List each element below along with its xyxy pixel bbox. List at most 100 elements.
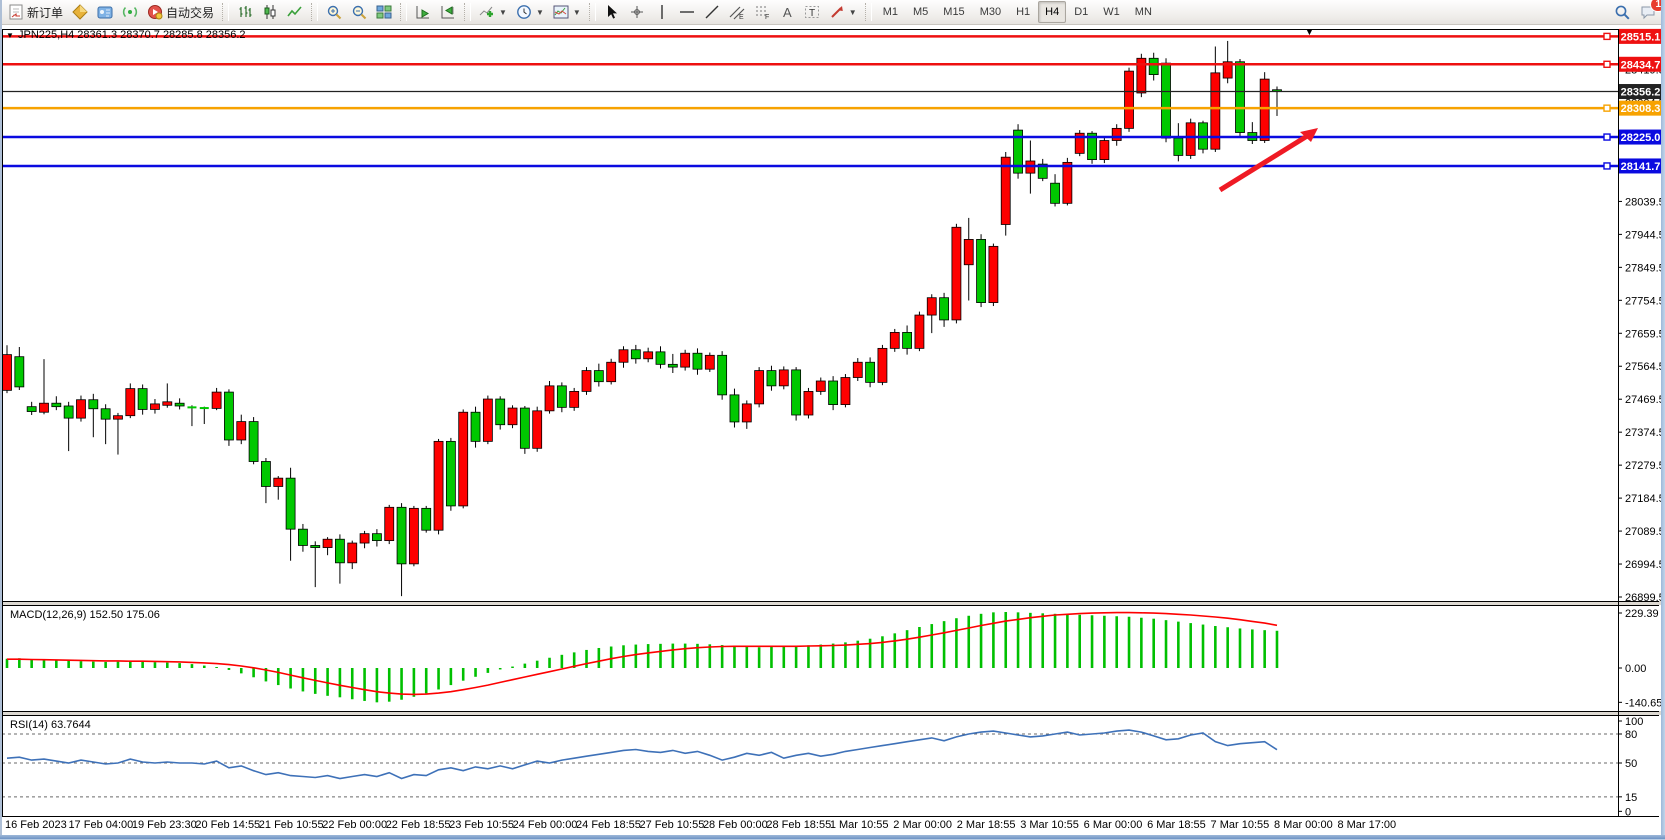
text-label-button[interactable]: T [800, 1, 824, 24]
candles-icon [262, 4, 278, 20]
svg-text:27374.5: 27374.5 [1625, 427, 1661, 439]
cursor-icon [604, 4, 620, 20]
svg-text:26994.5: 26994.5 [1625, 559, 1661, 571]
timeframe-m5[interactable]: M5 [906, 1, 935, 23]
new-order-button[interactable]: 新订单 [4, 1, 67, 24]
svg-text:22 Feb 00:00: 22 Feb 00:00 [322, 819, 387, 831]
svg-text:2 Mar 00:00: 2 Mar 00:00 [893, 819, 952, 831]
vline-icon [654, 4, 670, 20]
zoom-out-button[interactable] [347, 1, 371, 24]
timeframe-m30[interactable]: M30 [973, 1, 1008, 23]
svg-text:T: T [809, 8, 815, 19]
vertical-line-button[interactable] [650, 1, 674, 24]
svg-text:100: 100 [1625, 716, 1643, 728]
tile-windows-button[interactable] [372, 1, 396, 24]
candlestick-chart-button[interactable] [258, 1, 282, 24]
tiles-icon [376, 4, 392, 20]
arrows-button[interactable]: ▼ [825, 1, 861, 24]
signals-button[interactable] [118, 1, 142, 24]
svg-text:28515.1: 28515.1 [1621, 31, 1661, 43]
svg-text:24 Feb 00:00: 24 Feb 00:00 [513, 819, 578, 831]
rsi-indicator-label: RSI(14) 63.7644 [10, 719, 91, 731]
bars-chart-button[interactable] [233, 1, 257, 24]
svg-text:15: 15 [1625, 792, 1637, 804]
crosshair-button[interactable] [625, 1, 649, 24]
chart-type-group [233, 1, 307, 24]
crosshair-icon [629, 4, 645, 20]
cursor-button[interactable] [600, 1, 624, 24]
price-chart-svg[interactable]: 28419.528324.528229.528134.528039.527944… [2, 25, 1661, 835]
indicators-button[interactable]: ▼ [475, 1, 511, 24]
equidistant-channel-button[interactable]: E [725, 1, 749, 24]
timeframe-mn[interactable]: MN [1128, 1, 1159, 23]
chevron-down-icon: ▼ [499, 8, 507, 17]
svg-text:21 Feb 10:55: 21 Feb 10:55 [259, 819, 324, 831]
svg-text:80: 80 [1625, 729, 1637, 741]
svg-text:24 Feb 18:55: 24 Feb 18:55 [576, 819, 641, 831]
hline-icon [679, 4, 695, 20]
svg-text:2 Mar 18:55: 2 Mar 18:55 [957, 819, 1016, 831]
zoom-in-button[interactable] [322, 1, 346, 24]
zoom-group [322, 1, 396, 24]
chart-area[interactable]: 28419.528324.528229.528134.528039.527944… [2, 25, 1661, 835]
svg-text:27754.5: 27754.5 [1625, 295, 1661, 307]
chart-dropdown-icon[interactable]: ▼ [6, 31, 14, 40]
insert-group: ▼ ▼ ▼ [475, 1, 585, 24]
svg-text:27944.5: 27944.5 [1625, 229, 1661, 241]
svg-text:3 Mar 10:55: 3 Mar 10:55 [1020, 819, 1079, 831]
timeframe-h1[interactable]: H1 [1009, 1, 1037, 23]
new-order-button-label: 新订单 [27, 4, 63, 21]
label-icon: T [804, 4, 820, 20]
chevron-down-icon: ▼ [573, 8, 581, 17]
template-icon [553, 4, 569, 20]
text-button[interactable]: A [775, 1, 799, 24]
svg-text:28356.2: 28356.2 [1621, 87, 1661, 99]
svg-text:27469.5: 27469.5 [1625, 394, 1661, 406]
toolbar-separator [311, 3, 318, 21]
horizontal-line-button[interactable] [675, 1, 699, 24]
zoom-in-icon [326, 4, 342, 20]
autotrading-button[interactable]: 自动交易 [143, 1, 218, 24]
profile-button[interactable] [93, 1, 117, 24]
svg-text:27659.5: 27659.5 [1625, 328, 1661, 340]
auto-scroll-button[interactable] [411, 1, 435, 24]
svg-text:1 Mar 10:55: 1 Mar 10:55 [830, 819, 889, 831]
svg-text:27089.5: 27089.5 [1625, 526, 1661, 538]
timeframe-w1[interactable]: W1 [1096, 1, 1127, 23]
svg-text:27279.5: 27279.5 [1625, 460, 1661, 472]
svg-text:27 Feb 10:55: 27 Feb 10:55 [640, 819, 705, 831]
chart-shift-button[interactable] [436, 1, 460, 24]
svg-text:28308.3: 28308.3 [1621, 103, 1661, 115]
svg-text:28225.0: 28225.0 [1621, 132, 1661, 144]
chart-symbol-title: JPN225,H4 28361.3 28370.7 28285.8 28356.… [18, 29, 246, 41]
svg-text:28434.7: 28434.7 [1621, 59, 1661, 71]
market-button[interactable] [68, 1, 92, 24]
svg-text:7 Mar 10:55: 7 Mar 10:55 [1211, 819, 1270, 831]
chevron-down-icon: ▼ [849, 8, 857, 17]
svg-text:23 Feb 10:55: 23 Feb 10:55 [449, 819, 514, 831]
svg-text:-140.65: -140.65 [1625, 697, 1661, 709]
scroll-group [411, 1, 460, 24]
svg-text:E: E [739, 14, 744, 20]
profile-icon [97, 4, 113, 20]
svg-text:0.00: 0.00 [1625, 663, 1646, 675]
periods-button[interactable]: ▼ [512, 1, 548, 24]
autoscroll-icon [415, 4, 431, 20]
timeframe-h4[interactable]: H4 [1038, 1, 1066, 23]
timeframe-m15[interactable]: M15 [936, 1, 971, 23]
toolbar-separator [400, 3, 407, 21]
search-button[interactable] [1610, 1, 1635, 24]
indicators-icon [479, 4, 495, 20]
trendline-button[interactable] [700, 1, 724, 24]
timeframe-d1[interactable]: D1 [1067, 1, 1095, 23]
timeframe-m1[interactable]: M1 [876, 1, 905, 23]
toolbar-separator [464, 3, 471, 21]
svg-text:6 Mar 18:55: 6 Mar 18:55 [1147, 819, 1206, 831]
templates-button[interactable]: ▼ [549, 1, 585, 24]
fibonacci-button[interactable]: F [750, 1, 774, 24]
line-chart-button[interactable] [283, 1, 307, 24]
svg-text:28 Feb 00:00: 28 Feb 00:00 [703, 819, 768, 831]
